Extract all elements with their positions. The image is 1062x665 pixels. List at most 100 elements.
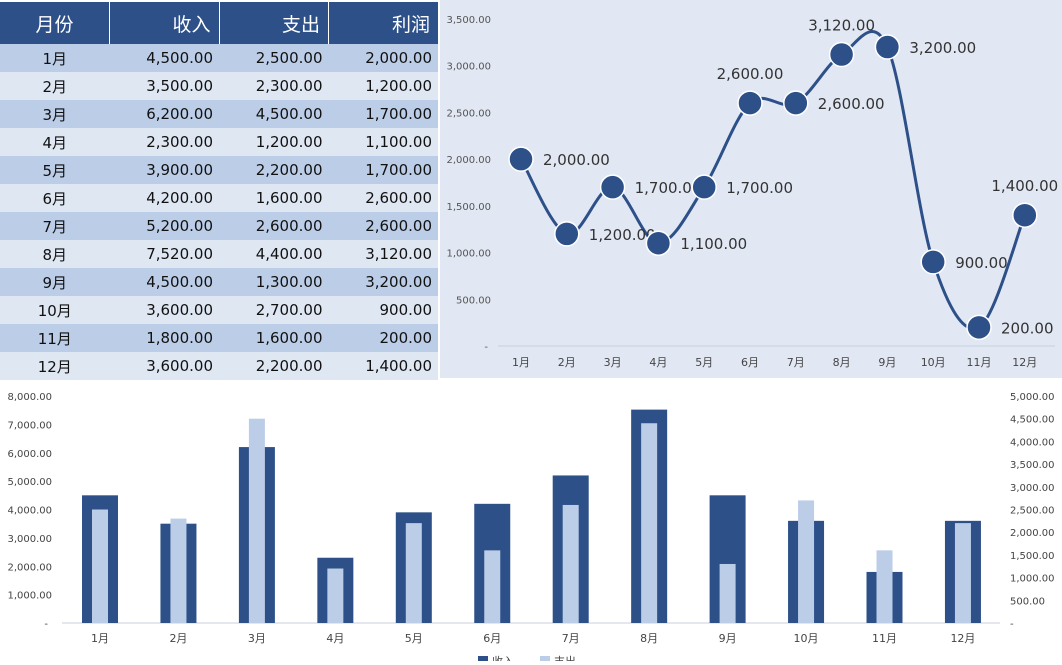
table-row: 3月 6,200.00 4,500.00 1,700.00 [0,100,438,128]
expense-bar [876,550,893,623]
right-y-tick-label: 3,500.00 [1010,460,1055,471]
legend-income-label: 收入 [492,654,514,661]
cell-month: 8月 [0,240,110,268]
x-tick-label: 1月 [512,356,530,369]
cell-expense: 1,200.00 [219,128,329,156]
x-tick-label: 3月 [248,632,266,645]
data-label: 2,600.00 [717,65,784,83]
x-tick-label: 11月 [872,632,897,645]
right-y-tick-label: 1,500.00 [1010,551,1055,562]
data-point [874,34,901,60]
cell-month: 9月 [0,268,110,296]
data-label: 2,000.00 [543,151,610,169]
cell-income: 6,200.00 [109,100,219,128]
x-tick-label: 6月 [741,356,759,369]
data-point [828,41,855,68]
cell-profit: 2,000.00 [328,44,438,72]
cell-income: 2,300.00 [109,128,219,156]
cell-profit: 3,200.00 [328,268,438,296]
cell-month: 2月 [0,72,110,100]
cell-month: 11月 [0,324,110,352]
cell-income: 3,500.00 [109,72,219,100]
y-tick-label: 1,000.00 [446,249,491,260]
expense-bar [798,500,815,623]
cell-expense: 2,700.00 [219,296,329,324]
data-point [508,146,534,172]
cell-month: 7月 [0,212,110,240]
expense-bar [954,523,971,623]
y-tick-label: 3,500.00 [446,15,491,26]
expense-bar [562,504,579,623]
data-point [599,174,626,200]
table-row: 5月 3,900.00 2,200.00 1,700.00 [0,156,438,184]
table-row: 2月 3,500.00 2,300.00 1,200.00 [0,72,438,100]
x-tick-label: 7月 [787,356,805,369]
cell-expense: 2,600.00 [219,212,329,240]
data-label: 1,700.00 [726,179,793,197]
right-y-tick-label: 2,000.00 [1010,528,1055,539]
data-label: 1,100.00 [680,235,747,253]
cell-month: 6月 [0,184,110,212]
expense-bar [248,418,265,623]
left-y-tick-label: 5,000.00 [7,477,52,488]
cell-month: 12月 [0,352,110,380]
cell-profit: 900.00 [328,296,438,324]
x-tick-label: 10月 [794,632,819,645]
right-y-tick-label: 4,500.00 [1010,415,1055,426]
header-profit: 利润 [328,2,438,44]
right-y-tick-label: 4,000.00 [1010,437,1055,448]
cell-income: 7,520.00 [109,240,219,268]
cell-profit: 1,100.00 [328,128,438,156]
x-tick-label: 12月 [1012,356,1037,369]
x-tick-label: 3月 [604,356,622,369]
left-y-tick-label: 2,000.00 [7,562,52,573]
expense-bar [170,518,187,623]
x-tick-label: 8月 [833,356,851,369]
cell-profit: 1,400.00 [328,352,438,380]
expense-bar [92,509,108,623]
cell-income: 4,500.00 [109,44,219,72]
cell-expense: 4,400.00 [219,240,329,268]
x-tick-label: 5月 [405,632,423,645]
data-point [1012,202,1038,228]
data-point [737,90,763,116]
cell-expense: 1,600.00 [219,324,329,352]
cell-profit: 2,600.00 [328,212,438,240]
cell-profit: 200.00 [328,324,438,352]
x-tick-label: 10月 [921,356,946,369]
cell-expense: 1,300.00 [219,268,329,296]
cell-income: 3,600.00 [109,352,219,380]
right-y-tick-label: 2,500.00 [1010,506,1055,517]
cell-expense: 2,300.00 [219,72,329,100]
x-tick-label: 9月 [878,356,896,369]
data-point [554,221,580,247]
cell-month: 5月 [0,156,110,184]
left-y-tick-label: 1,000.00 [7,591,52,602]
left-y-tick-label: 4,000.00 [7,506,52,517]
x-tick-label: 12月 [950,632,975,645]
cell-month: 1月 [0,44,110,72]
x-tick-label: 8月 [640,632,658,645]
y-tick-label: 500.00 [456,295,491,306]
table-row: 1月 4,500.00 2,500.00 2,000.00 [0,44,438,72]
cell-expense: 2,500.00 [219,44,329,72]
data-label: 1,200.00 [589,226,656,244]
cell-month: 10月 [0,296,110,324]
x-tick-label: 7月 [562,632,580,645]
y-tick-label: 3,000.00 [446,62,491,73]
cell-income: 5,200.00 [109,212,219,240]
left-y-tick-label: 6,000.00 [7,449,52,460]
cell-expense: 4,500.00 [219,100,329,128]
data-point [920,249,946,275]
cell-income: 3,900.00 [109,156,219,184]
right-y-tick-label: 500.00 [1010,596,1045,607]
income-expense-bar-chart: - 1,000.00 2,000.00 3,000.00 4,000.00 5,000.0… [0,380,1062,665]
x-tick-label: 2月 [169,632,187,645]
x-tick-label: 4月 [326,632,344,645]
data-label: 1,700.00 [635,179,702,197]
data-point [691,174,717,200]
legend-income-swatch [478,656,488,665]
left-y-tick-label: 8,000.00 [7,392,52,403]
expense-bar [484,550,501,623]
cell-profit: 2,600.00 [328,184,438,212]
